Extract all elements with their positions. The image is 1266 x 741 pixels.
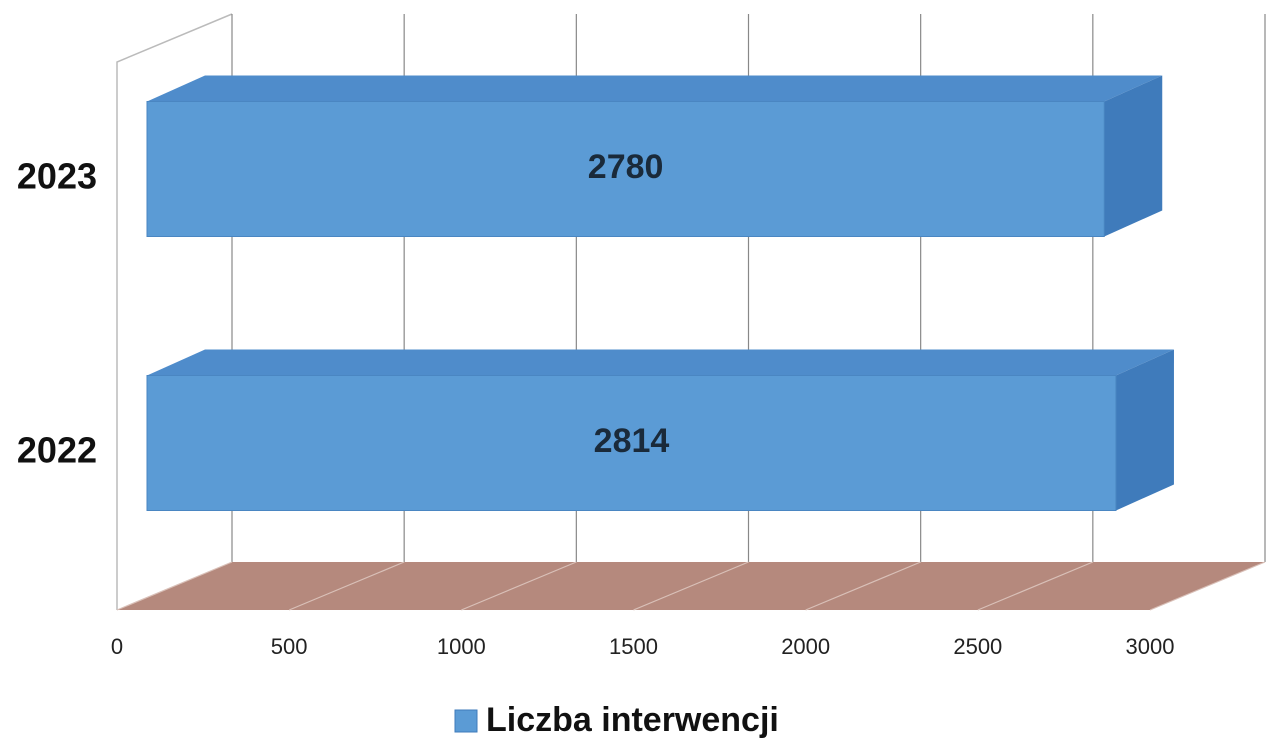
floor-grid-line: [461, 561, 577, 611]
x-tick-label: 0: [111, 634, 123, 659]
legend-label: Liczba interwencji: [486, 701, 779, 739]
legend-swatch: [454, 709, 478, 733]
bar-top: [147, 349, 1174, 376]
bar: [146, 75, 1163, 237]
left-wall: [116, 13, 233, 610]
bar-front: [146, 101, 1105, 237]
x-tick-label: 1000: [437, 634, 486, 659]
x-tick-label: 500: [271, 634, 308, 659]
x-tick-label: 1500: [609, 634, 658, 659]
floor-grid-line: [1149, 561, 1266, 611]
x-tick-label: 2000: [781, 634, 830, 659]
x-tick-label: 2500: [953, 634, 1002, 659]
bar-side: [1115, 349, 1174, 511]
value-label: 2780: [588, 148, 664, 186]
bar: [146, 349, 1174, 511]
floor-grid-line: [977, 561, 1094, 611]
floor-grid-line: [116, 561, 233, 611]
y-tick-label: 2022: [17, 430, 97, 471]
bar-side: [1104, 75, 1163, 237]
floor-grid-line: [288, 561, 405, 611]
x-tick-label: 3000: [1126, 634, 1175, 659]
value-label: 2814: [594, 422, 670, 460]
floor-grid-line: [805, 561, 921, 611]
bar-top: [147, 75, 1163, 102]
floor-grid-line: [633, 561, 749, 611]
y-tick-label: 2023: [17, 156, 97, 197]
bar-front: [146, 375, 1117, 511]
